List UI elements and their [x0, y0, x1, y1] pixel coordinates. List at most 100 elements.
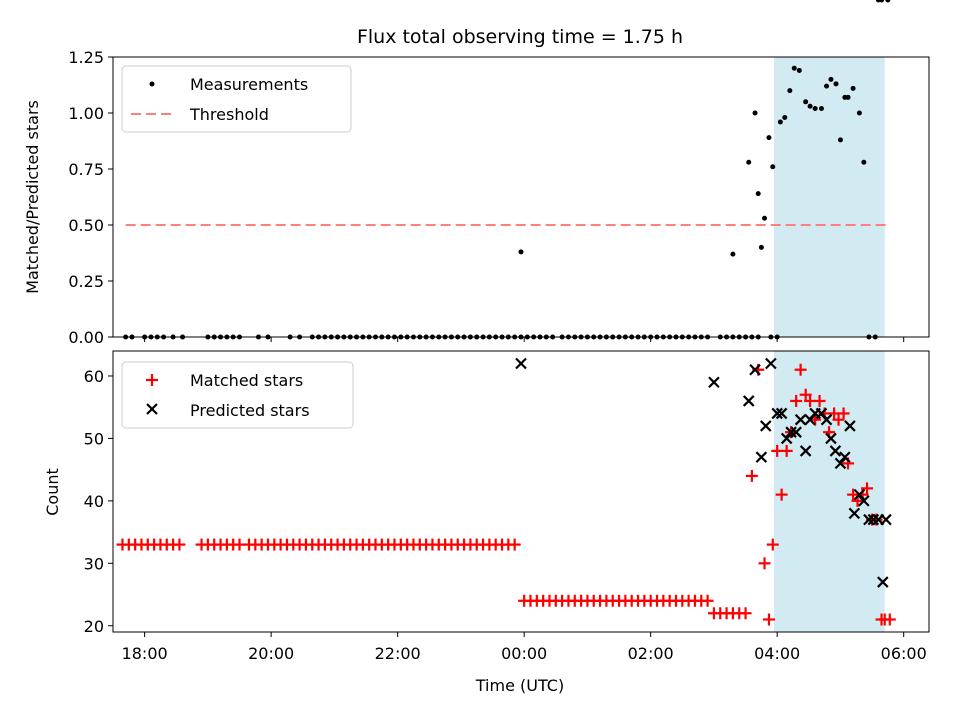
- measurement-point: [518, 249, 524, 255]
- measurement-point: [812, 106, 818, 112]
- top-y-tick-label: 1.25: [68, 48, 104, 67]
- bottom-y-tick-label: 40: [84, 492, 104, 511]
- predicted-star-point: [771, 407, 783, 420]
- bottom-x-tick-label: 00:00: [501, 644, 547, 663]
- matched-star-point: [813, 394, 826, 407]
- predicted-star-point: [765, 357, 777, 370]
- matched-star-point: [790, 394, 803, 407]
- top-y-tick-label: 0.75: [68, 160, 104, 179]
- bottom-x-tick-label: 22:00: [375, 644, 421, 663]
- measurement-point: [879, 0, 885, 3]
- matched-star-point: [758, 557, 771, 570]
- matched-star-point: [799, 388, 812, 401]
- matched-star-point: [883, 613, 896, 626]
- predicted-star-point: [790, 426, 802, 438]
- top-x-ticks: [144, 337, 905, 342]
- legend-predicted-marker: [146, 403, 158, 415]
- measurement-point: [787, 88, 793, 94]
- bottom-y-tick-label: 50: [84, 429, 104, 448]
- measurement-point: [856, 110, 862, 116]
- top-y-axis-label: Matched/Predicted stars: [23, 100, 42, 294]
- predicted-star-point: [877, 576, 889, 588]
- predicted-star-point: [863, 513, 875, 526]
- matched-star-point: [701, 594, 714, 607]
- bottom-y-ticks: 20 30 40 50 60: [84, 367, 113, 636]
- measurement-point: [758, 244, 764, 250]
- predicted-star-point: [834, 457, 847, 470]
- matched-star-point: [508, 538, 521, 551]
- predicted-star-point: [829, 445, 842, 457]
- bottom-y-tick-label: 30: [84, 554, 104, 573]
- matched-star-point: [861, 482, 874, 495]
- legend-threshold-label: Threshold: [189, 105, 269, 124]
- bottom-x-tick-label: 04:00: [754, 644, 800, 663]
- measurement-point: [861, 159, 867, 165]
- predicted-star-point: [780, 432, 793, 445]
- measurement-point: [796, 67, 802, 73]
- predicted-star-point: [749, 363, 761, 376]
- measurement-point: [833, 81, 839, 87]
- measurement-point: [777, 119, 783, 125]
- top-highlight-span: [774, 57, 885, 337]
- predicted-star-point: [794, 413, 807, 426]
- top-y-tick-label: 0.50: [68, 216, 104, 235]
- measurement-point: [746, 159, 752, 165]
- measurement-point: [845, 94, 851, 100]
- x-axis-label: Time (UTC): [475, 676, 564, 695]
- measurement-point: [752, 110, 758, 116]
- matched-star-point: [780, 444, 793, 457]
- measurement-point: [770, 164, 776, 170]
- predicted-star-point: [742, 395, 755, 407]
- predicted-star-point: [844, 420, 856, 432]
- measurement-point: [837, 137, 843, 143]
- predicted-star-point: [755, 451, 768, 463]
- bottom-x-tick-label: 20:00: [248, 644, 294, 663]
- measurement-point: [803, 99, 809, 105]
- matched-star-point: [837, 407, 850, 420]
- bottom-y-tick-label: 60: [84, 367, 104, 386]
- measurement-point: [818, 106, 824, 112]
- measurement-point: [824, 83, 830, 89]
- legend-matched-label: Matched stars: [190, 371, 303, 390]
- predicted-star-point: [515, 357, 527, 370]
- legend-predicted-label: Predicted stars: [190, 401, 310, 420]
- bottom-x-ticks: 18:00 20:00 22:00 00:00 02:00 04:00 06:00: [122, 632, 927, 663]
- count-panel: 20 30 40 50 60 18:00 20:00 22:00 00:00 02:00 04:0…: [43, 350, 930, 695]
- predicted-star-point: [839, 451, 851, 463]
- measurement-point: [766, 135, 772, 141]
- matched-star-point: [173, 538, 186, 551]
- matched-star-point: [762, 613, 775, 626]
- ratio-panel: 0.00 0.25 0.50 0.75 1.00 1.25 Matched/Predict…: [23, 0, 930, 347]
- legend-measurements-label: Measurements: [190, 75, 308, 94]
- measurement-point: [730, 251, 736, 257]
- predicted-star-point: [880, 513, 892, 526]
- predicted-star-point: [775, 407, 788, 420]
- measurement-point: [762, 215, 768, 221]
- predicted-star-point: [785, 426, 797, 438]
- bottom-axes-frame: [112, 350, 930, 633]
- top-y-tick-label: 0.25: [68, 272, 104, 291]
- measurement-point: [828, 76, 834, 82]
- measurement-point: [755, 191, 761, 197]
- bottom-y-tick-label: 20: [84, 617, 104, 636]
- matched-star-point: [745, 469, 758, 482]
- measurement-point: [885, 0, 891, 3]
- legend-measurement-marker: [149, 81, 155, 87]
- bottom-legend: Matched stars Predicted stars: [121, 361, 354, 429]
- matched-star-point: [832, 413, 845, 426]
- top-y-ticks: 0.00 0.25 0.50 0.75 1.00 1.25: [68, 48, 113, 347]
- measurement-point: [807, 103, 813, 109]
- figure-title: Flux total observing time = 1.75 h: [357, 26, 683, 48]
- bottom-x-tick-label: 18:00: [122, 644, 168, 663]
- predicted-star-point: [760, 420, 772, 432]
- measurement-point: [850, 85, 856, 91]
- top-legend: Measurements Threshold: [121, 65, 352, 133]
- legend-matched-marker: [146, 374, 158, 386]
- bottom-y-axis-label: Count: [43, 468, 62, 516]
- predicted-star-point: [825, 432, 837, 445]
- predicted-star-point: [848, 507, 861, 520]
- matched-star-point: [794, 363, 807, 376]
- bottom-highlight-span: [774, 351, 885, 632]
- top-y-tick-label: 1.00: [68, 104, 104, 123]
